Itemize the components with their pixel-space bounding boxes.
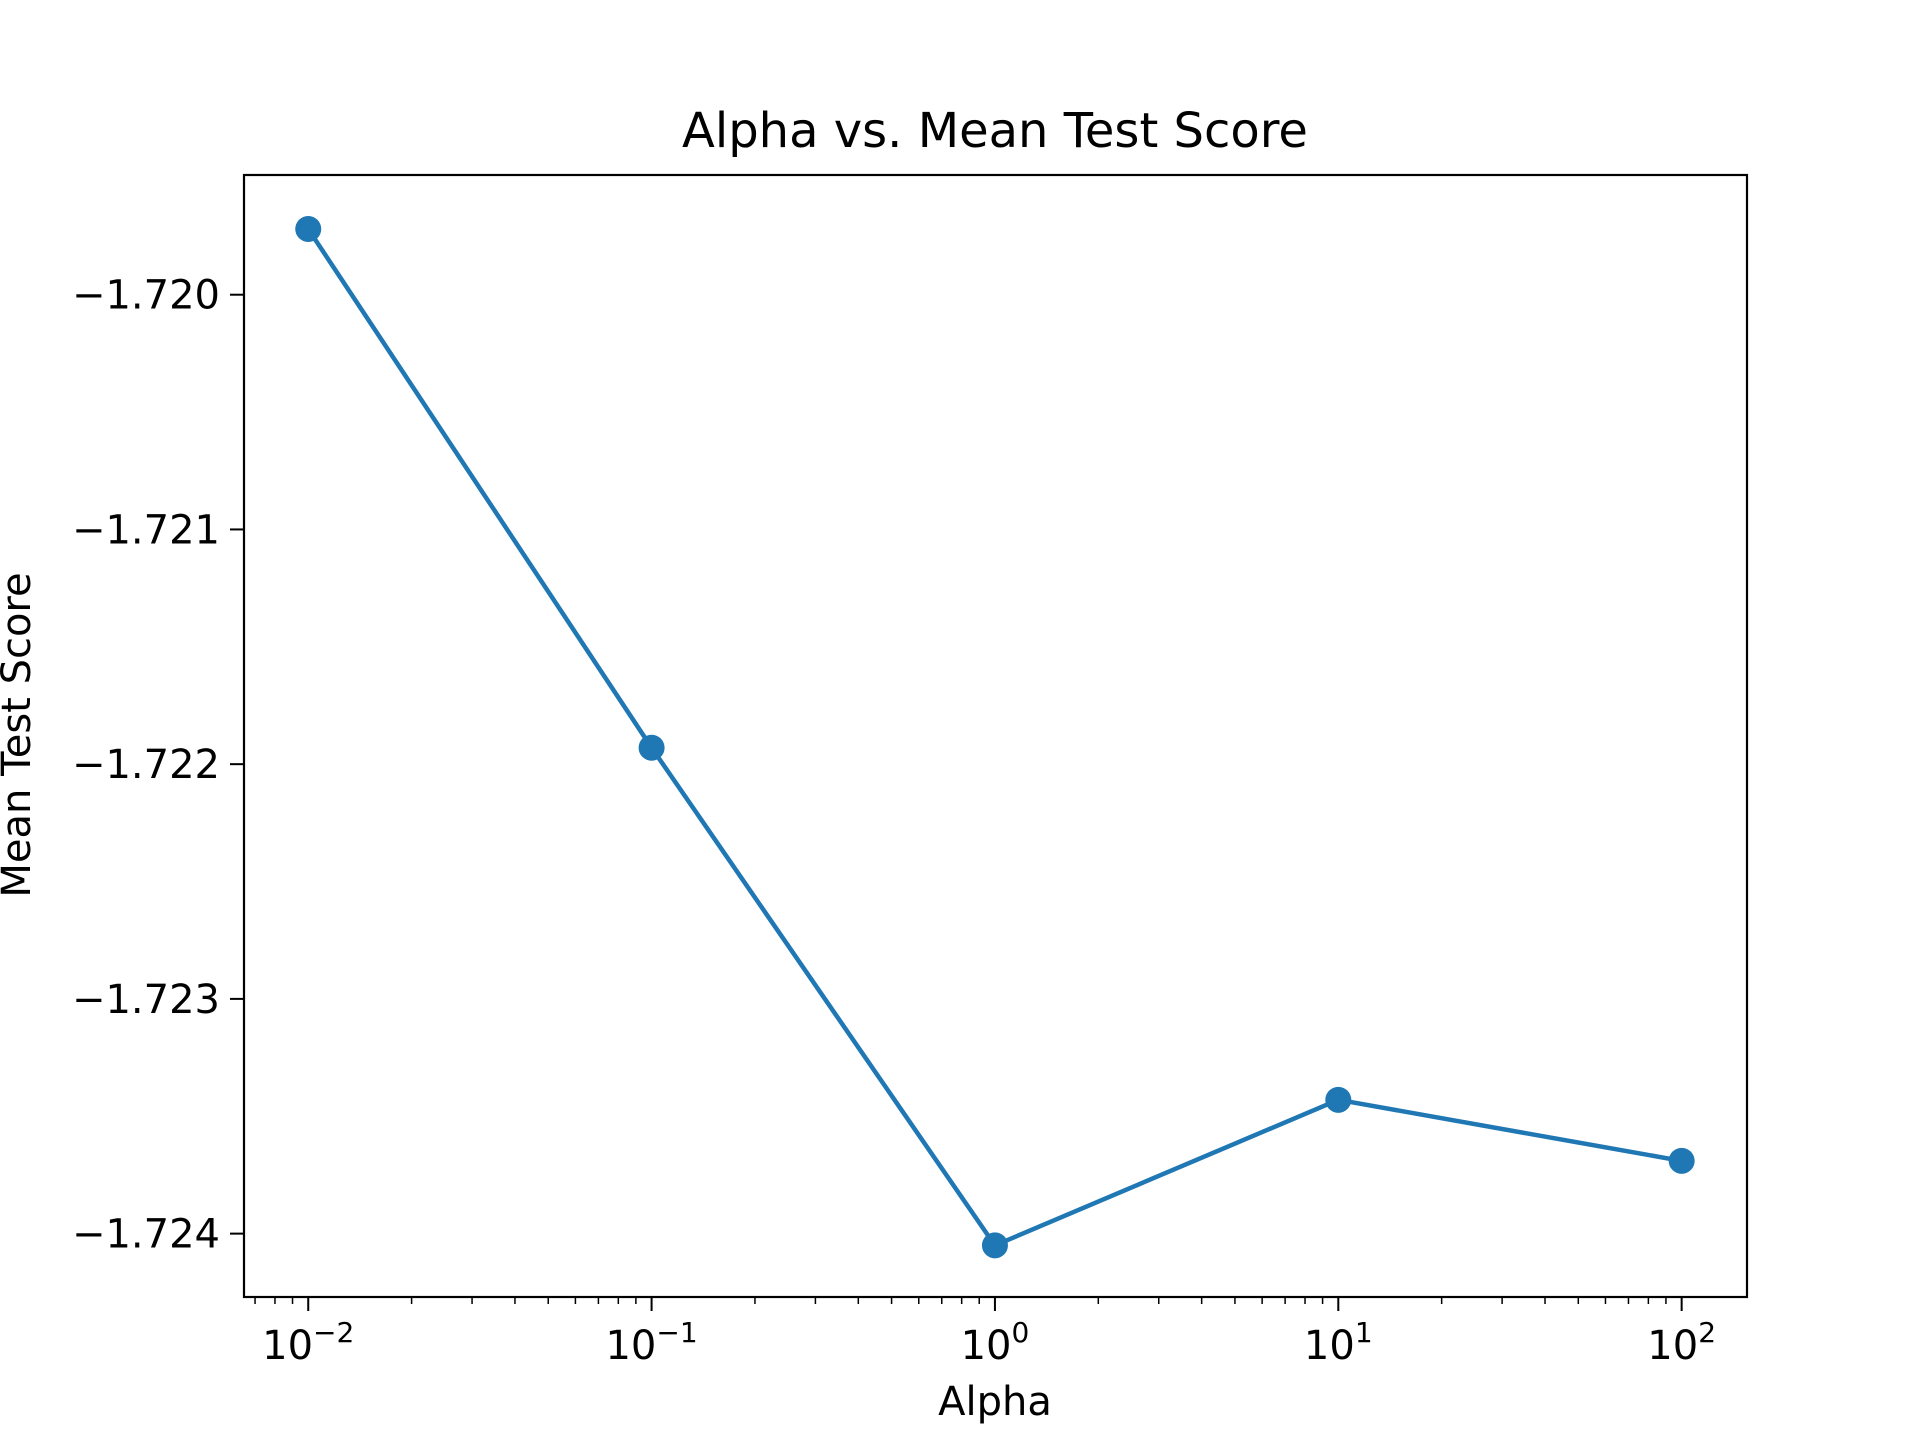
plot-frame (242, 173, 1749, 1299)
x-tick-label: 102 (1647, 1316, 1716, 1369)
y-tick-label: −1.720 (72, 273, 220, 319)
data-point (295, 215, 322, 242)
x-tick-label: 10−1 (605, 1316, 697, 1369)
y-tick-label: −1.723 (72, 977, 220, 1023)
x-tick-label: 10−2 (262, 1316, 354, 1369)
data-point (1668, 1147, 1695, 1174)
y-axis-title: Mean Test Score (0, 572, 40, 897)
y-tick-label: −1.722 (72, 742, 220, 788)
data-point (1325, 1086, 1352, 1113)
data-point (981, 1232, 1008, 1259)
y-tick-label: −1.724 (72, 1212, 220, 1258)
plot-area: 10−2 10−1 100 101 102 −1.720 −1.721 −1.722 −1.72… (72, 173, 1749, 1369)
chart-title: Alpha vs. Mean Test Score (682, 103, 1308, 159)
x-axis-title: Alpha (938, 1379, 1052, 1425)
y-tick-label: −1.721 (72, 507, 220, 553)
x-tick-label: 101 (1304, 1316, 1373, 1369)
data-point (638, 734, 665, 761)
x-tick-label: 100 (961, 1316, 1030, 1369)
series-line (305, 225, 1685, 1248)
